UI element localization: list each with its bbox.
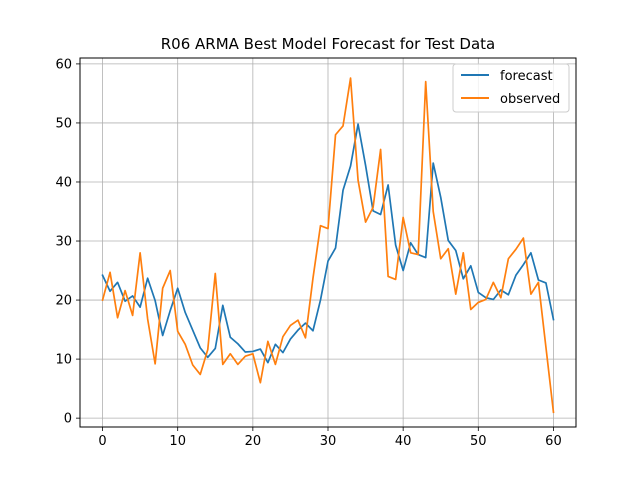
y-tick-label: 20 xyxy=(55,294,72,309)
y-tick-label: 30 xyxy=(55,235,72,250)
legend: forecast observed xyxy=(452,63,570,113)
y-tick-label: 0 xyxy=(64,412,72,427)
chart-title: R06 ARMA Best Model Forecast for Test Da… xyxy=(161,35,495,53)
y-tick-label: 40 xyxy=(55,175,72,190)
legend-label-forecast: forecast xyxy=(500,69,553,84)
x-tick-label: 0 xyxy=(98,434,106,449)
y-tick-label: 60 xyxy=(55,57,72,72)
x-tick-label: 50 xyxy=(470,434,487,449)
x-tick-label: 40 xyxy=(395,434,412,449)
x-tick-label: 30 xyxy=(320,434,337,449)
y-tick-label: 10 xyxy=(55,353,72,368)
legend-label-observed: observed xyxy=(500,92,560,107)
series-lines xyxy=(101,77,555,414)
y-tick-label: 50 xyxy=(55,116,72,131)
x-tick-label: 10 xyxy=(169,434,186,449)
series-line-forecast xyxy=(101,123,555,364)
axis-ticks: 0 10 20 30 40 50 60 0 10 20 30 40 50 60 xyxy=(55,57,561,449)
series-line-observed xyxy=(101,77,555,414)
x-tick-label: 60 xyxy=(545,434,562,449)
x-tick-label: 20 xyxy=(245,434,262,449)
